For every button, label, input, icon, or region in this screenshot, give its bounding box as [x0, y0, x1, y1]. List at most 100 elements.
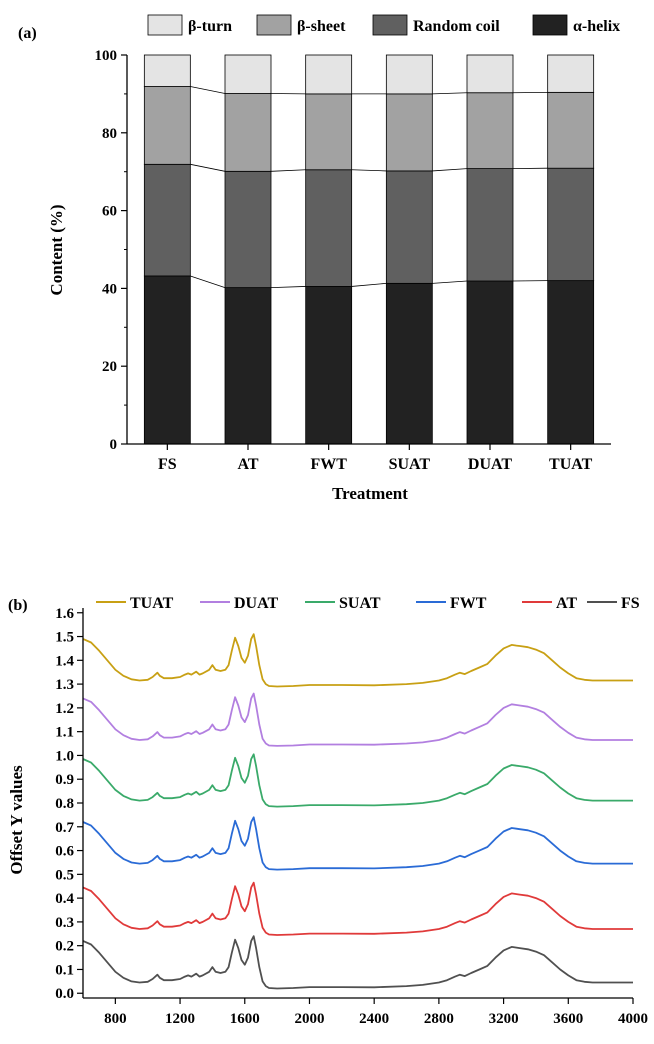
- y-tick-label-a: 20: [102, 359, 117, 375]
- bar-fwt-segment-2: [305, 93, 353, 171]
- bar-tuat-segment-0: [547, 280, 595, 445]
- bar-fwt-segment-1: [305, 169, 353, 287]
- legend-label-a: α-helix: [573, 18, 620, 35]
- legend-swatch-a: [372, 14, 408, 36]
- bar-suat-segment-1: [385, 170, 433, 284]
- y-tick-label-a: 0: [110, 437, 118, 453]
- x-axis-title-a: Treatment: [332, 484, 408, 503]
- bar-at-segment-3: [224, 54, 272, 94]
- legend-label-a: β-turn: [188, 18, 232, 35]
- y-tick-label-b: 0.9: [55, 772, 74, 788]
- connector-line: [432, 280, 468, 284]
- legend-swatch-a: [256, 14, 292, 36]
- connector-line: [190, 86, 226, 94]
- x-tick-label-a: SUAT: [389, 456, 431, 473]
- x-tick-label-b: 1200: [165, 1011, 195, 1027]
- y-tick-label-b: 0.4: [55, 891, 74, 907]
- legend-label-b: TUAT: [130, 595, 174, 612]
- y-tick-label-b: 1.0: [55, 748, 74, 764]
- y-tick-label-b: 0.2: [55, 939, 74, 955]
- legend-a: β-turn β-sheet Random coil α-helix: [147, 14, 620, 36]
- bar-suat-segment-3: [385, 54, 433, 95]
- bar-duat-segment-3: [466, 54, 514, 94]
- axes-a: 0 20 40 60 80 100 FS AT FWT SUAT DUAT TUAT: [95, 48, 611, 473]
- bar-suat-segment-2: [385, 93, 433, 172]
- y-tick-label-b: 1.1: [55, 725, 74, 741]
- bar-duat-segment-1: [466, 168, 514, 282]
- x-tick-label-b: 3600: [553, 1011, 583, 1027]
- legend-label-a: Random coil: [413, 18, 500, 35]
- x-tick-label-a: AT: [237, 456, 258, 473]
- legend-swatch-a: [532, 14, 568, 36]
- series-line-suat: [82, 753, 633, 808]
- connector-line: [270, 169, 306, 172]
- bar-tuat-segment-3: [547, 54, 595, 93]
- legend-label-b: AT: [556, 595, 577, 612]
- y-tick-label-b: 0.7: [55, 820, 74, 836]
- bar-at-segment-2: [224, 93, 272, 172]
- series-line-at: [82, 881, 633, 936]
- legend-label-a: β-sheet: [297, 18, 346, 35]
- bar-fwt-segment-0: [305, 286, 353, 445]
- y-tick-label-b: 0.6: [55, 844, 74, 860]
- x-tick-label-a: FWT: [310, 456, 347, 473]
- bar-tuat-segment-1: [547, 167, 595, 282]
- axes-b: 0.0 0.1 0.2 0.3 0.4 0.5 0.6 0.7 0.8 0.9 1.0 1.1 1.2 1…: [55, 606, 648, 1027]
- connector-line: [270, 286, 306, 289]
- panel-label-b: (b): [8, 597, 28, 614]
- panel-label-a: (a): [18, 25, 37, 42]
- series-line-fwt: [82, 816, 633, 871]
- bar-at-segment-0: [224, 287, 272, 445]
- y-axis-title-a: Content (%): [47, 204, 66, 295]
- legend-label-b: FS: [621, 595, 640, 612]
- y-tick-label-b: 1.5: [55, 630, 74, 646]
- y-tick-label-a: 40: [102, 281, 117, 297]
- x-tick-label-a: DUAT: [468, 456, 512, 473]
- bar-fs-segment-3: [143, 54, 191, 87]
- bar-duat-segment-0: [466, 280, 514, 445]
- y-axis-title-b: Offset Y values: [7, 765, 26, 875]
- y-tick-label-b: 0.3: [55, 915, 74, 931]
- y-tick-label-a: 60: [102, 204, 117, 220]
- connector-line: [432, 92, 468, 95]
- bar-at-segment-1: [224, 170, 272, 289]
- y-tick-label-a: 80: [102, 126, 117, 142]
- x-tick-label-a: TUAT: [549, 456, 593, 473]
- y-tick-label-b: 1.2: [55, 701, 74, 717]
- connector-line: [351, 282, 387, 287]
- bars-a: [143, 54, 595, 445]
- bar-duat-segment-2: [466, 92, 514, 169]
- bar-suat-segment-0: [385, 282, 433, 445]
- y-tick-label-b: 0.0: [55, 986, 74, 1002]
- connector-line: [432, 168, 468, 172]
- legend-label-b: FWT: [450, 595, 487, 612]
- series-line-duat: [82, 692, 633, 747]
- x-tick-label-b: 3200: [489, 1011, 519, 1027]
- x-tick-label-b: 2400: [359, 1011, 389, 1027]
- y-tick-label-a: 100: [95, 48, 118, 64]
- connector-line: [190, 163, 226, 172]
- y-tick-label-b: 1.3: [55, 677, 74, 693]
- connector-line: [351, 169, 387, 172]
- lines-b: [82, 633, 633, 990]
- series-line-fs: [82, 935, 633, 990]
- x-tick-label-b: 2000: [294, 1011, 324, 1027]
- y-tick-label-b: 0.8: [55, 796, 74, 812]
- chart-a: (a) β-turn β-sheet Random coil α-helix 0 20 4…: [18, 14, 620, 503]
- x-tick-label-b: 800: [104, 1011, 127, 1027]
- y-tick-label-b: 0.1: [55, 962, 74, 978]
- legend-label-b: SUAT: [339, 595, 381, 612]
- connector-line: [190, 275, 226, 289]
- series-line-tuat: [82, 633, 633, 688]
- y-tick-label-b: 1.4: [55, 653, 74, 669]
- x-tick-label-a: FS: [158, 456, 177, 473]
- legend-label-b: DUAT: [234, 595, 278, 612]
- chart-b: (b) TUAT DUAT SUAT FWT AT FS 0.00.10.20.30.40…: [7, 595, 648, 1027]
- bar-tuat-segment-2: [547, 91, 595, 169]
- bar-fs-segment-2: [143, 86, 191, 165]
- legend-swatch-a: [147, 14, 183, 36]
- y-tick-label-b: 1.6: [55, 606, 74, 622]
- bar-fs-segment-1: [143, 163, 191, 277]
- y-tick-label-b: 0.5: [55, 867, 74, 883]
- x-tick-label-b: 1600: [230, 1011, 260, 1027]
